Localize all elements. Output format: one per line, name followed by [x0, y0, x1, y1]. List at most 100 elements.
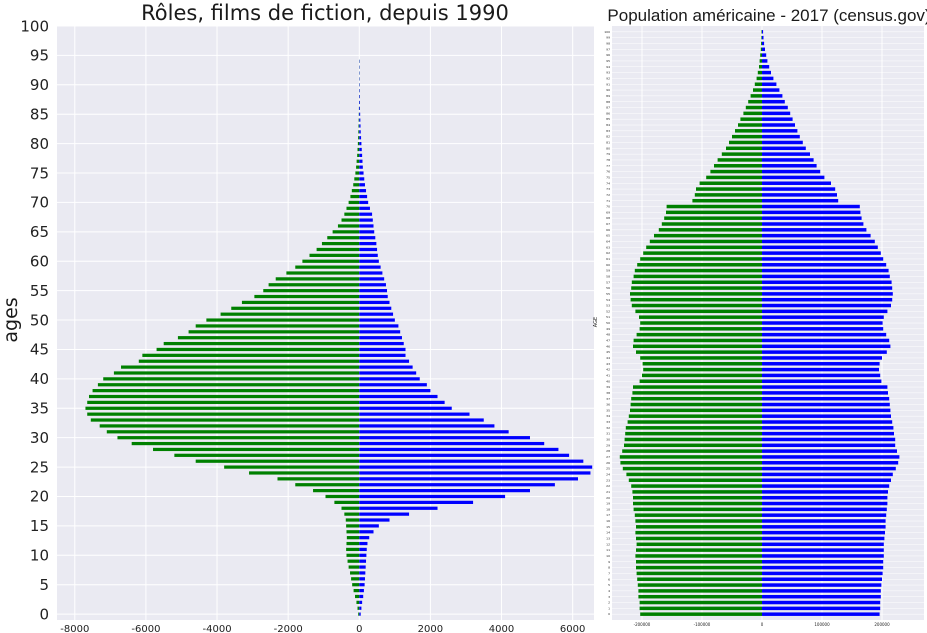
y-tick-label: 74 — [606, 181, 610, 185]
bar — [762, 350, 887, 354]
bar — [762, 105, 788, 110]
y-tick-label: 34 — [606, 414, 610, 418]
bar — [762, 99, 785, 104]
bar — [348, 200, 360, 205]
bar — [640, 356, 762, 360]
y-axis-label: ages — [0, 297, 22, 342]
bar — [762, 367, 879, 372]
bar — [241, 300, 360, 305]
bar — [359, 447, 559, 452]
bar — [268, 283, 360, 287]
y-tick-label: 4 — [608, 589, 610, 593]
bar — [756, 76, 762, 81]
bar — [762, 437, 896, 442]
bar — [359, 365, 413, 369]
chart-films-roles: Rôles, films de fiction, depuis 1990 -80… — [0, 1, 594, 633]
bar — [359, 359, 410, 363]
bar — [635, 554, 762, 558]
bar — [762, 606, 881, 611]
bar — [637, 263, 762, 267]
bar — [359, 583, 365, 587]
bar — [224, 465, 360, 469]
bar — [634, 268, 762, 273]
bar — [762, 297, 893, 302]
bar — [625, 431, 762, 436]
bar — [352, 583, 360, 587]
bar — [636, 536, 762, 541]
bar — [762, 525, 886, 529]
bar — [327, 236, 360, 240]
y-tick-label: 85 — [606, 117, 610, 121]
bar — [359, 394, 438, 399]
x-tick-label: 0 — [761, 622, 764, 627]
y-tick-label: 86 — [606, 111, 610, 115]
y-tick-label: 37 — [606, 397, 610, 401]
y-tick-label: 15 — [30, 517, 49, 535]
bar — [359, 571, 366, 575]
bar — [762, 164, 817, 168]
bar — [359, 118, 361, 122]
y-tick-label: 49 — [606, 327, 610, 331]
bar — [666, 204, 762, 209]
y-tick-label: 80 — [30, 135, 49, 153]
bar — [642, 373, 762, 378]
bar — [359, 165, 363, 169]
bar — [633, 274, 762, 279]
bar — [358, 118, 360, 122]
bar — [354, 177, 360, 181]
bar — [762, 175, 825, 180]
bar — [359, 106, 360, 110]
bar — [359, 265, 381, 269]
bar — [359, 130, 361, 134]
y-tick-label: 8 — [608, 566, 610, 570]
y-tick-label: 25 — [30, 458, 49, 476]
bar — [639, 600, 762, 605]
bar — [762, 466, 896, 471]
bar — [636, 571, 762, 576]
bar — [762, 129, 798, 133]
bar — [762, 210, 861, 215]
bar — [762, 76, 774, 81]
y-tick-label: 94 — [606, 65, 610, 69]
bar — [762, 414, 891, 418]
bar — [762, 59, 768, 63]
bar — [634, 513, 762, 517]
bar — [286, 271, 360, 275]
y-tick-label: 42 — [606, 368, 610, 372]
bar — [359, 506, 438, 510]
bar — [762, 554, 884, 558]
bar — [762, 501, 888, 506]
y-tick-label: 24 — [606, 472, 610, 476]
y-tick-label: 97 — [606, 47, 610, 51]
bar — [757, 70, 762, 75]
bar — [334, 500, 360, 504]
y-tick-label: 58 — [606, 274, 610, 278]
bar — [762, 426, 894, 430]
bar — [359, 177, 365, 181]
bar — [103, 377, 360, 381]
y-tick-label: 57 — [606, 280, 610, 284]
bar — [762, 245, 878, 250]
y-tick-label: 84 — [606, 123, 610, 127]
bar — [630, 408, 762, 413]
bar — [350, 194, 360, 199]
bar — [625, 426, 762, 430]
bar — [113, 371, 360, 375]
bar — [359, 271, 383, 275]
bar — [174, 453, 360, 457]
y-tick-label: 79 — [606, 152, 610, 156]
bar — [359, 588, 364, 593]
bar — [359, 324, 399, 328]
bar — [359, 436, 530, 440]
y-tick-label: 41 — [606, 373, 610, 377]
bar — [295, 265, 360, 269]
bar — [359, 530, 374, 534]
bar — [359, 206, 370, 210]
bar — [762, 152, 810, 156]
bar — [761, 35, 762, 40]
bar — [762, 594, 881, 599]
bar — [639, 606, 762, 611]
bar — [355, 594, 360, 599]
bar — [357, 153, 360, 158]
bar — [762, 30, 764, 34]
